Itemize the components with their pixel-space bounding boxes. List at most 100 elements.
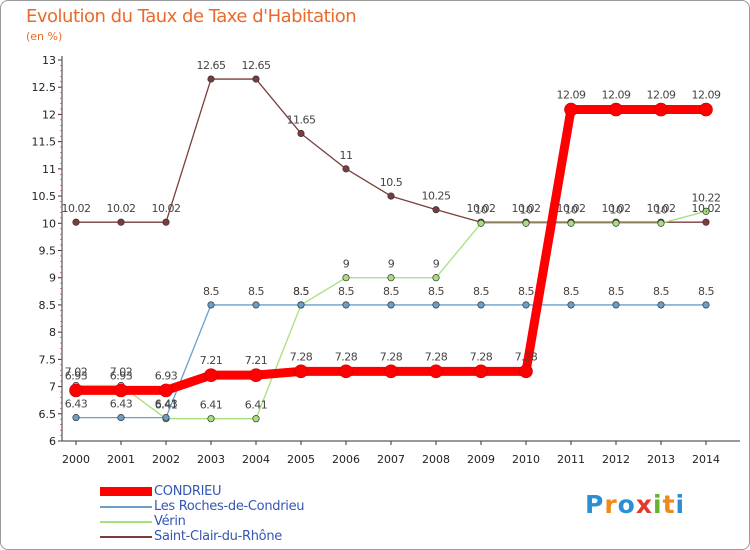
data-label: 8.5 bbox=[608, 285, 624, 298]
data-point bbox=[699, 102, 713, 117]
data-point bbox=[294, 364, 308, 379]
data-label: 7.02 bbox=[110, 365, 133, 378]
data-point bbox=[339, 364, 353, 379]
data-label: 10.22 bbox=[692, 191, 721, 204]
data-point bbox=[297, 129, 305, 138]
data-label: 6.41 bbox=[155, 399, 178, 412]
data-point bbox=[387, 301, 395, 309]
y-tick-label: 11 bbox=[42, 163, 56, 176]
data-point bbox=[477, 301, 485, 309]
data-point bbox=[159, 383, 173, 398]
data-label: 10.02 bbox=[692, 202, 721, 215]
data-point bbox=[477, 219, 485, 227]
data-point bbox=[429, 364, 443, 379]
data-labels: 6.93 6.93 6.93 7.21 7.21 7.28 7.28 7.28 7.28 7.28… bbox=[62, 59, 722, 412]
x-tick-label: 2010 bbox=[512, 453, 540, 466]
data-label: 9 bbox=[388, 258, 395, 271]
data-point bbox=[384, 364, 398, 379]
data-point bbox=[114, 383, 128, 398]
data-label: 8.5 bbox=[518, 285, 534, 298]
data-point bbox=[252, 301, 260, 309]
x-tick-label: 2008 bbox=[422, 453, 450, 466]
logo-letter: P bbox=[585, 490, 605, 519]
data-label: 6.41 bbox=[245, 399, 268, 412]
data-label: 8.5 bbox=[698, 285, 714, 298]
x-tick-label: 2002 bbox=[152, 453, 180, 466]
y-tick-label: 7 bbox=[49, 381, 56, 394]
data-point bbox=[207, 301, 215, 309]
legend-label: Saint-Clair-du-Rhône bbox=[154, 529, 282, 544]
data-point bbox=[612, 301, 620, 309]
data-label: 6.93 bbox=[65, 369, 88, 382]
y-tick-label: 6.5 bbox=[39, 408, 57, 421]
data-point bbox=[702, 301, 710, 309]
data-point bbox=[657, 301, 665, 309]
y-tick-label: 12 bbox=[42, 108, 56, 121]
axes: 6 6.5 7 7.5 8 8.5 9 9.5 10 10.5 11 11.5 12 12.5 13 2000… bbox=[32, 54, 740, 466]
y-tick-label: 11.5 bbox=[32, 136, 57, 149]
data-label: 10 bbox=[565, 203, 578, 216]
x-tick-label: 2004 bbox=[242, 453, 270, 466]
data-point bbox=[162, 218, 170, 226]
data-label: 7.28 bbox=[335, 350, 358, 363]
data-point bbox=[117, 218, 125, 226]
legend-swatch bbox=[100, 487, 152, 496]
data-label: 8.5 bbox=[293, 285, 309, 298]
data-label: 10.5 bbox=[380, 176, 403, 189]
data-label: 8.5 bbox=[563, 285, 579, 298]
logo-letter: x bbox=[635, 490, 653, 519]
data-label: 7.02 bbox=[65, 365, 88, 378]
legend-label: Les Roches-de-Condrieu bbox=[154, 499, 305, 514]
data-label: 11 bbox=[340, 149, 353, 162]
data-label: 10.02 bbox=[647, 202, 676, 215]
data-point bbox=[204, 368, 218, 382]
data-label: 12.09 bbox=[647, 89, 676, 102]
data-point bbox=[72, 218, 80, 226]
x-tick-label: 2000 bbox=[62, 453, 90, 466]
legend-item: Vérin bbox=[100, 514, 304, 529]
data-point bbox=[117, 414, 125, 422]
x-tick-label: 2007 bbox=[377, 453, 405, 466]
data-label: 8.5 bbox=[383, 285, 399, 298]
y-tick-label: 13 bbox=[42, 54, 56, 67]
data-label: 7.28 bbox=[425, 350, 448, 363]
data-point bbox=[474, 364, 488, 379]
data-point bbox=[387, 192, 395, 200]
logo-letter: r bbox=[604, 490, 618, 519]
y-tick-label: 8 bbox=[49, 326, 56, 339]
data-point bbox=[249, 368, 263, 382]
data-label: 8.5 bbox=[203, 285, 219, 298]
data-point bbox=[342, 301, 350, 309]
data-point bbox=[522, 301, 530, 309]
data-label: 7.21 bbox=[245, 354, 268, 367]
logo-letter: t bbox=[662, 490, 676, 519]
data-label: 10.02 bbox=[602, 202, 631, 215]
y-tick-label: 8.5 bbox=[39, 299, 57, 312]
legend-label: Vérin bbox=[154, 514, 186, 529]
chart-unit-subtitle: (en %) bbox=[26, 30, 63, 43]
y-tick-label: 12.5 bbox=[32, 81, 57, 94]
data-label: 10.02 bbox=[557, 202, 586, 215]
x-tick-label: 2005 bbox=[287, 453, 315, 466]
x-tick-label: 2011 bbox=[557, 453, 585, 466]
data-point bbox=[522, 219, 530, 227]
data-label: 10 bbox=[610, 203, 623, 216]
data-point bbox=[162, 414, 170, 422]
data-label: 10.02 bbox=[467, 202, 496, 215]
data-label: 7.28 bbox=[515, 350, 538, 363]
data-point bbox=[69, 383, 83, 398]
x-tick-label: 2012 bbox=[602, 453, 630, 466]
data-point bbox=[654, 102, 668, 117]
data-label: 10.02 bbox=[152, 202, 181, 215]
data-point bbox=[252, 415, 260, 423]
legend-item: Les Roches-de-Condrieu bbox=[100, 499, 305, 514]
data-point bbox=[432, 274, 440, 282]
data-label: 7.21 bbox=[200, 354, 223, 367]
data-label: 12.09 bbox=[557, 89, 586, 102]
data-label: 6.43 bbox=[155, 398, 178, 411]
data-label: 12.09 bbox=[692, 89, 721, 102]
data-point bbox=[72, 414, 80, 422]
chart-title: Evolution du Taux de Taxe d'Habitation bbox=[26, 6, 357, 27]
plot-area bbox=[69, 75, 713, 423]
